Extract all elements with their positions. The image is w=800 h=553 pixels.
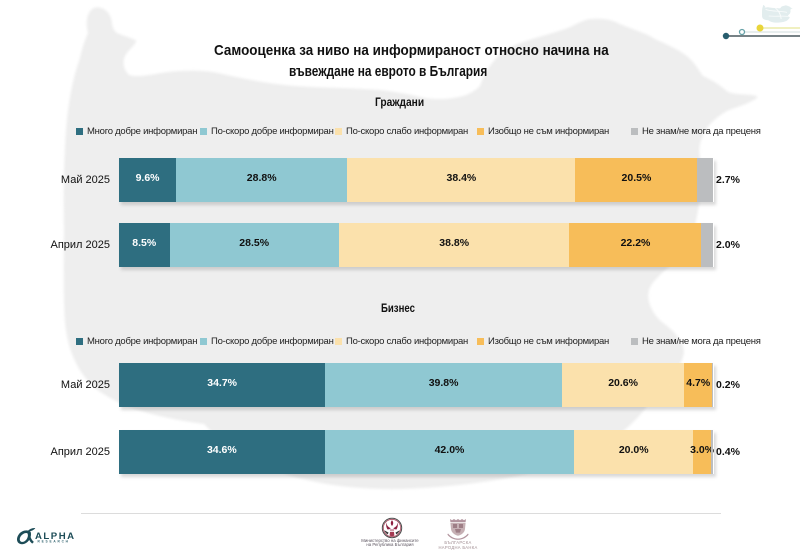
svg-text:ALPHA: ALPHA [35, 531, 76, 542]
svg-text:RESEARCH: RESEARCH [38, 540, 70, 544]
